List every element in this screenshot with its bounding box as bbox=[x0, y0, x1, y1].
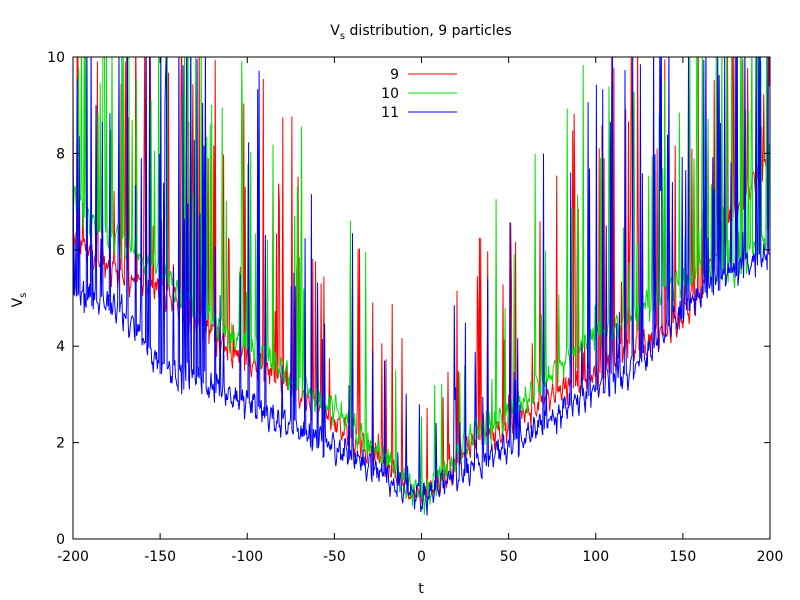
y-tick-label: 4 bbox=[56, 339, 65, 355]
y-tick-label: 2 bbox=[56, 436, 65, 452]
y-tick-label: 8 bbox=[56, 146, 65, 162]
y-tick-label: 0 bbox=[56, 532, 65, 548]
x-tick-label: -150 bbox=[144, 549, 176, 565]
x-tick-label: -50 bbox=[323, 549, 346, 565]
series-line-11 bbox=[73, 57, 770, 516]
x-tick-label: 0 bbox=[417, 549, 426, 565]
x-tick-label: -200 bbox=[57, 549, 89, 565]
x-tick-label: 100 bbox=[582, 549, 609, 565]
legend-label: 9 bbox=[390, 67, 399, 83]
series-layer bbox=[73, 57, 770, 516]
y-tick-label: 6 bbox=[56, 243, 65, 259]
y-tick-label: 10 bbox=[47, 50, 65, 66]
x-tick-label: 150 bbox=[670, 549, 697, 565]
x-tick-label: 50 bbox=[500, 549, 518, 565]
tick-layer: -200 -150 -100 -50 0 50 100 150 200 0 2 4 6 8 10 bbox=[47, 50, 783, 565]
y-axis-label: Vs bbox=[10, 293, 29, 308]
legend-label: 10 bbox=[381, 86, 399, 102]
legend-label: 11 bbox=[381, 105, 399, 121]
x-tick-label: -100 bbox=[231, 549, 263, 565]
x-axis-label: t bbox=[418, 581, 424, 597]
legend: 9 10 11 bbox=[381, 67, 457, 121]
chart-title: Vs distribution, 9 particles bbox=[330, 23, 511, 42]
x-tick-label: 200 bbox=[757, 549, 784, 565]
